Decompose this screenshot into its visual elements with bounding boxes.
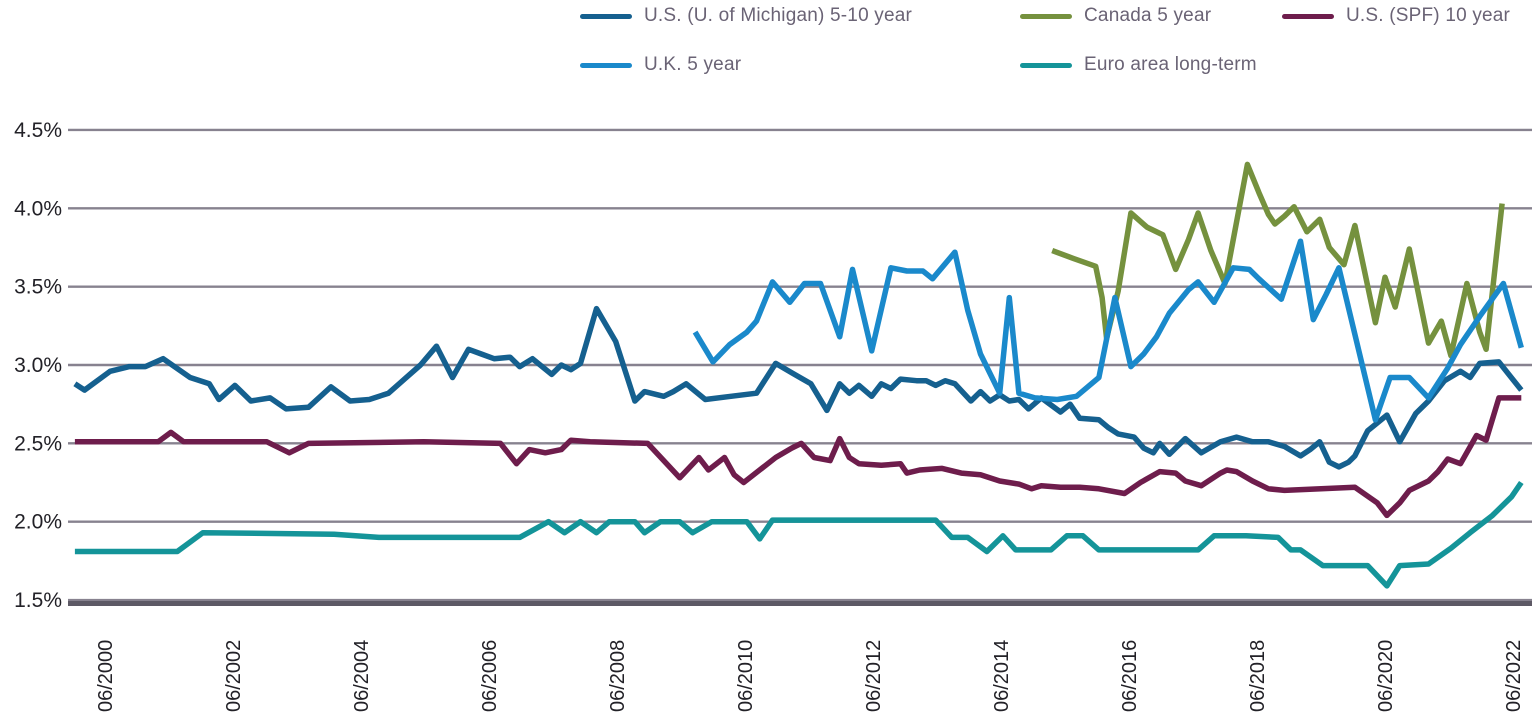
series-line-canada[interactable] [1051, 161, 1505, 359]
legend-item-euro-area[interactable]: Euro area long-term [1020, 53, 1257, 77]
y-tick-label: 4.5% [14, 119, 62, 142]
y-tick-label: 4.0% [14, 197, 62, 220]
x-tick-label: 06/2014 [991, 640, 1013, 712]
x-tick-label: 06/2012 [863, 640, 885, 712]
gridlines [68, 128, 1532, 602]
legend-label-uk: U.K. 5 year [644, 54, 742, 75]
series-line-us-michigan[interactable] [73, 305, 1524, 470]
x-tick-label: 06/2008 [607, 640, 629, 712]
legend-swatch-us-spf [1282, 13, 1334, 19]
chart-legend: U.S. (U. of Michigan) 5-10 year Canada 5 … [0, 0, 1532, 90]
y-tick-label: 2.5% [14, 432, 62, 455]
legend-label-euro-area: Euro area long-term [1084, 54, 1257, 75]
series-line-uk[interactable] [692, 238, 1524, 423]
x-tick-label: 06/2016 [1119, 640, 1141, 712]
x-tick-label: 06/2010 [735, 640, 757, 712]
series-lines [73, 161, 1524, 589]
y-tick-label: 3.0% [14, 354, 62, 377]
legend-item-uk[interactable]: U.K. 5 year [580, 53, 741, 77]
y-tick-label: 3.5% [14, 276, 62, 299]
series-line-euro-area[interactable] [74, 480, 1524, 589]
legend-item-canada[interactable]: Canada 5 year [1020, 4, 1211, 28]
legend-label-us-spf: U.S. (SPF) 10 year [1346, 5, 1511, 26]
x-tick-label: 06/2006 [479, 640, 501, 712]
y-tick-label: 1.5% [14, 589, 62, 612]
series-line-us-spf[interactable] [74, 395, 1522, 519]
x-tick-label: 06/2000 [95, 640, 117, 712]
x-tick-label: 06/2004 [351, 640, 373, 712]
legend-label-canada: Canada 5 year [1084, 5, 1212, 26]
y-tick-label: 2.0% [14, 511, 62, 534]
x-tick-label: 06/2018 [1247, 640, 1269, 712]
legend-swatch-canada [1020, 13, 1072, 19]
x-tick-label: 06/2022 [1503, 640, 1525, 712]
legend-swatch-uk [580, 62, 632, 68]
legend-item-us-michigan[interactable]: U.S. (U. of Michigan) 5-10 year [580, 4, 912, 28]
legend-swatch-us-michigan [580, 13, 632, 19]
x-tick-label: 06/2002 [223, 640, 245, 712]
legend-item-us-spf[interactable]: U.S. (SPF) 10 year [1282, 4, 1510, 28]
legend-label-us-michigan: U.S. (U. of Michigan) 5-10 year [644, 5, 913, 26]
x-tick-label: 06/2020 [1375, 640, 1397, 712]
legend-swatch-euro-area [1020, 62, 1072, 68]
